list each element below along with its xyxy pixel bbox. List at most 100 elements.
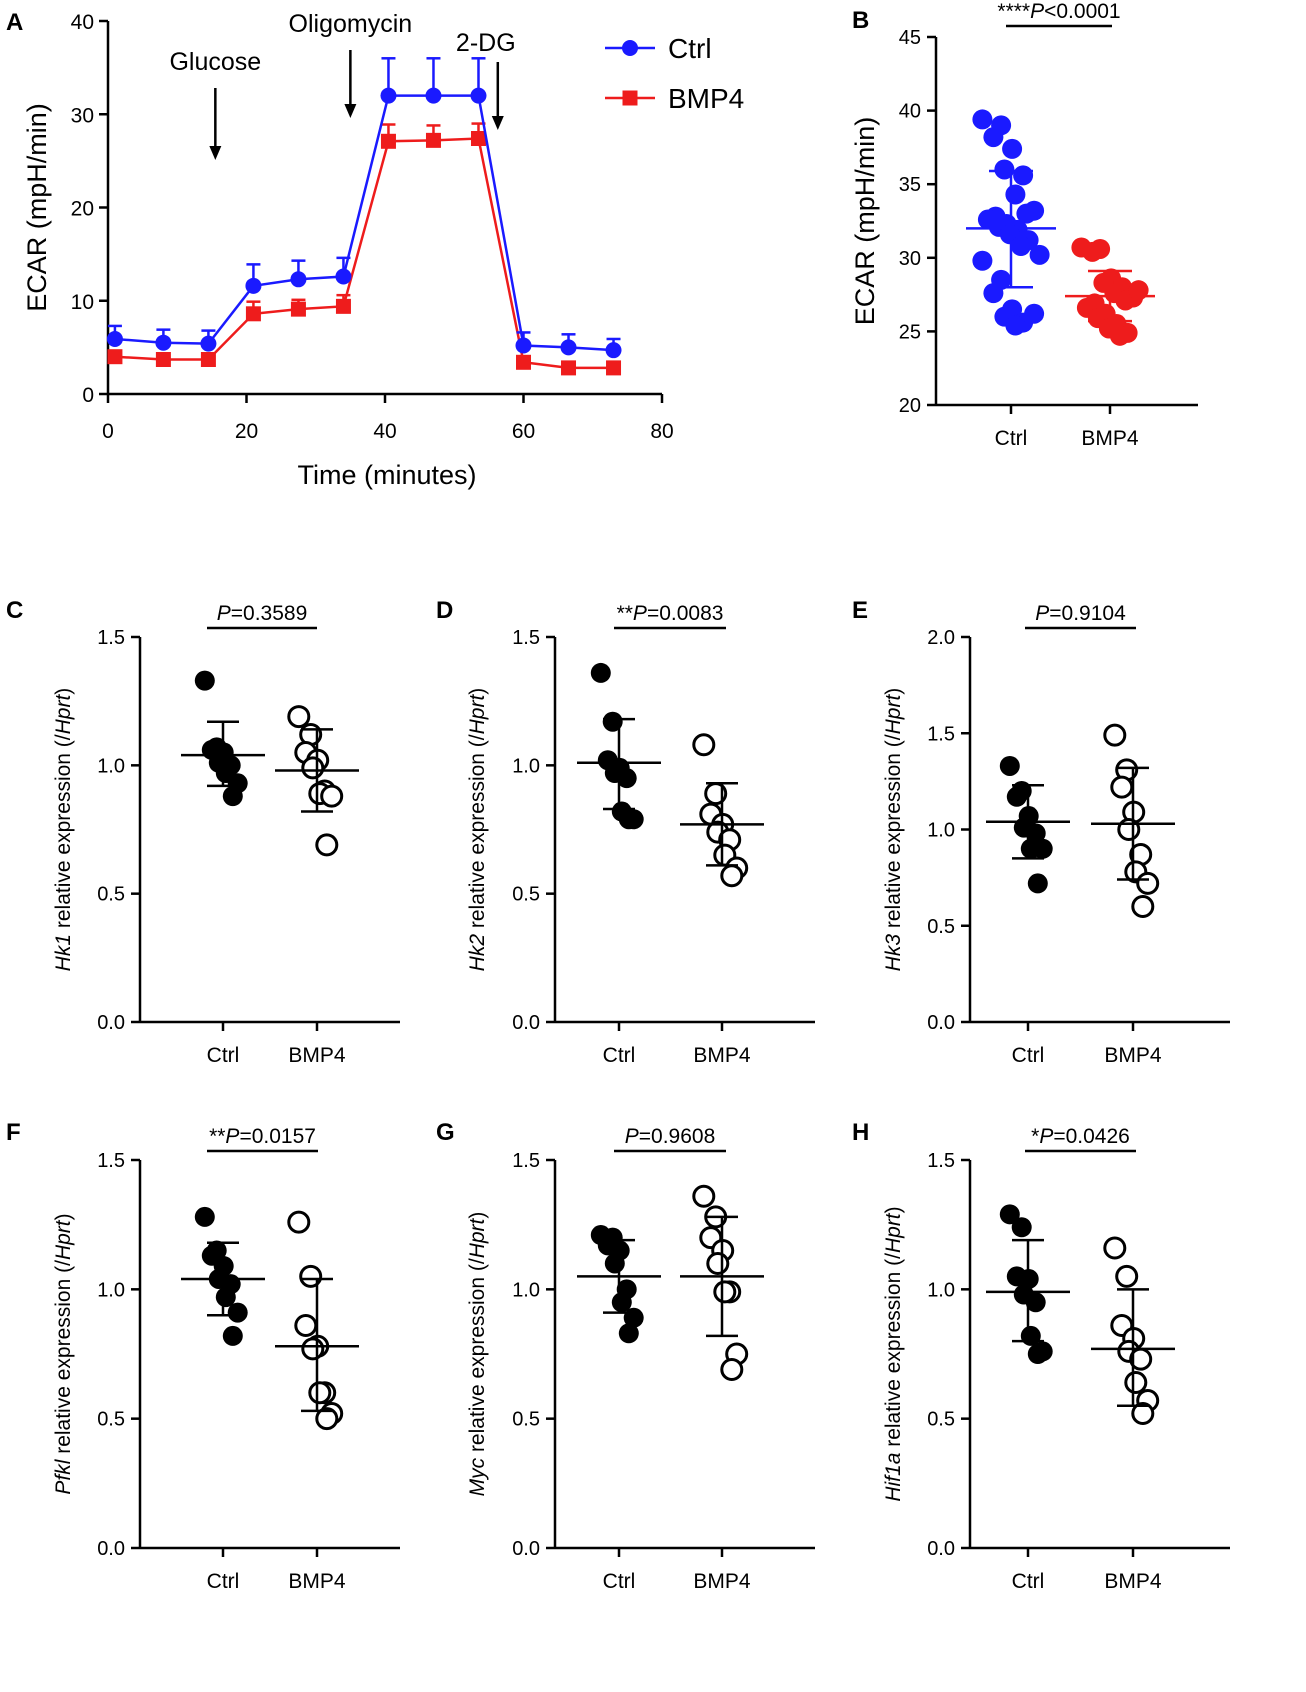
y-label-gene: Myc xyxy=(466,1457,489,1496)
data-point xyxy=(999,755,1020,776)
p-value-symbol: P xyxy=(625,1125,639,1148)
data-point xyxy=(470,130,486,146)
y-tick-label: 1.5 xyxy=(97,627,125,649)
y-tick-label: 1.0 xyxy=(97,755,125,777)
y-label-end: ) xyxy=(882,1206,905,1213)
y-tick-label: 20 xyxy=(71,198,94,221)
y-label-end: ) xyxy=(466,688,489,695)
category-label: Ctrl xyxy=(603,1570,636,1593)
data-point xyxy=(1013,165,1034,186)
y-tick-label: 0.0 xyxy=(97,1012,125,1034)
data-point xyxy=(720,864,744,888)
y-label-text: relative expression (/ xyxy=(466,1258,489,1458)
y-label-ref: Hprt xyxy=(882,1212,905,1253)
p-value-text: =0.3589 xyxy=(231,602,308,625)
category-label: BMP4 xyxy=(1104,1044,1162,1067)
legend-marker xyxy=(622,40,638,56)
sd-error-bar xyxy=(1088,269,1132,323)
y-label-gene: Hif1a xyxy=(882,1453,905,1502)
data-point xyxy=(1002,138,1023,159)
panel-c: C 0.0 0.5 1.0 1.5 Ctrl BMP4 Hk1 relative expres… xyxy=(6,597,400,1067)
data-point xyxy=(1124,1370,1148,1394)
panel-g: G 0.0 0.5 1.0 1.5 Ctrl BMP4 Myc relative expres… xyxy=(436,1119,815,1593)
data-point xyxy=(106,330,123,347)
annotation-glucose: Glucose xyxy=(169,48,261,76)
group-ctrl xyxy=(986,1204,1070,1364)
group-bmp4 xyxy=(680,1184,764,1382)
y-label-text: relative expression (/ xyxy=(52,1260,75,1460)
y-label-text: relative expression (/ xyxy=(882,1253,905,1453)
annotation-arrow xyxy=(344,50,357,118)
legend-label: BMP4 xyxy=(668,83,744,114)
data-point xyxy=(1005,184,1026,205)
data-point xyxy=(604,1253,625,1274)
data-point xyxy=(227,1302,248,1323)
p-value-symbol: P xyxy=(1035,602,1049,625)
annotation-arrow-head xyxy=(344,104,357,118)
y-tick-label: 45 xyxy=(899,27,921,49)
y-tick-label: 1.0 xyxy=(927,1279,955,1301)
y-tick-label: 0.5 xyxy=(512,1409,540,1431)
category-label: Ctrl xyxy=(207,1044,240,1067)
y-label-gene: Hk1 xyxy=(52,934,75,971)
group-bmp4 xyxy=(1065,237,1155,346)
x-axis-label: Time (minutes) xyxy=(297,460,476,490)
category-label: Ctrl xyxy=(207,1570,240,1593)
significance: **P=0.0083 xyxy=(614,602,726,630)
data-point xyxy=(1115,1264,1139,1288)
data-point xyxy=(602,711,623,732)
data-point xyxy=(335,268,352,285)
data-point xyxy=(299,1264,323,1288)
p-value-text: =0.0157 xyxy=(239,1125,316,1148)
p-value-text: =0.9608 xyxy=(639,1125,716,1148)
y-tick-label: 0.5 xyxy=(927,916,955,938)
data-point xyxy=(335,298,351,314)
data-point xyxy=(1027,873,1048,894)
y-label-ref: Hprt xyxy=(52,694,75,735)
y-tick-label: 40 xyxy=(71,11,94,34)
y-axis-label: ECAR (mpH/min) xyxy=(850,117,880,326)
y-tick-label: 1.5 xyxy=(512,627,540,649)
category-label: Ctrl xyxy=(995,427,1028,450)
sd-error-bar xyxy=(603,717,635,811)
significance: ****P<0.0001 xyxy=(997,0,1121,28)
y-label-ref: Hprt xyxy=(466,694,489,735)
series-line xyxy=(114,94,614,352)
group-ctrl xyxy=(181,1206,265,1346)
sd-error-bar xyxy=(706,782,738,867)
annotation-2dg: 2-DG xyxy=(456,29,516,57)
p-value-symbol: P xyxy=(633,602,647,625)
panel-e: E 0.0 0.5 1.0 1.5 2.0 Ctrl BMP4 Hk3 relative exp… xyxy=(852,597,1230,1067)
p-value-label: P=0.9608 xyxy=(625,1125,716,1148)
data-point xyxy=(245,277,262,294)
data-point xyxy=(1082,241,1103,262)
data-point xyxy=(1010,236,1031,257)
category-label: BMP4 xyxy=(693,1570,751,1593)
data-point xyxy=(516,354,531,370)
x-tick-label: 40 xyxy=(373,420,396,443)
y-tick-label: 1.5 xyxy=(927,1150,955,1172)
panel-letter-a: A xyxy=(6,9,23,36)
data-point xyxy=(618,809,639,830)
panel-f: F 0.0 0.5 1.0 1.5 Ctrl BMP4 Pfkl relative expre… xyxy=(6,1119,400,1593)
data-point xyxy=(1103,723,1127,747)
data-point xyxy=(590,662,611,683)
data-point xyxy=(1005,315,1026,336)
y-tick-label: 25 xyxy=(899,321,921,343)
p-value-label: P=0.3589 xyxy=(217,602,308,625)
y-tick-label: 35 xyxy=(899,174,921,196)
y-axis-label: Hk3 relative expression (/Hprt) xyxy=(882,688,905,972)
sd-error-bar xyxy=(301,1277,333,1413)
data-point xyxy=(616,768,637,789)
y-label-gene: Pfkl xyxy=(52,1458,75,1494)
data-point xyxy=(560,339,577,356)
data-point xyxy=(380,87,397,104)
p-value-text: <0.0001 xyxy=(1044,0,1121,23)
panel-d: D 0.0 0.5 1.0 1.5 Ctrl BMP4 Hk2 relative expres… xyxy=(436,597,815,1067)
data-point xyxy=(1109,325,1130,346)
category-label: BMP4 xyxy=(693,1044,751,1067)
group-ctrl xyxy=(577,1225,661,1344)
data-point xyxy=(315,1407,339,1431)
panel-a: A 0 10 20 30 40 0 20 40 60 80 Time (minutes) ECAR (m… xyxy=(6,9,744,490)
sd-error-bar xyxy=(1012,783,1044,860)
